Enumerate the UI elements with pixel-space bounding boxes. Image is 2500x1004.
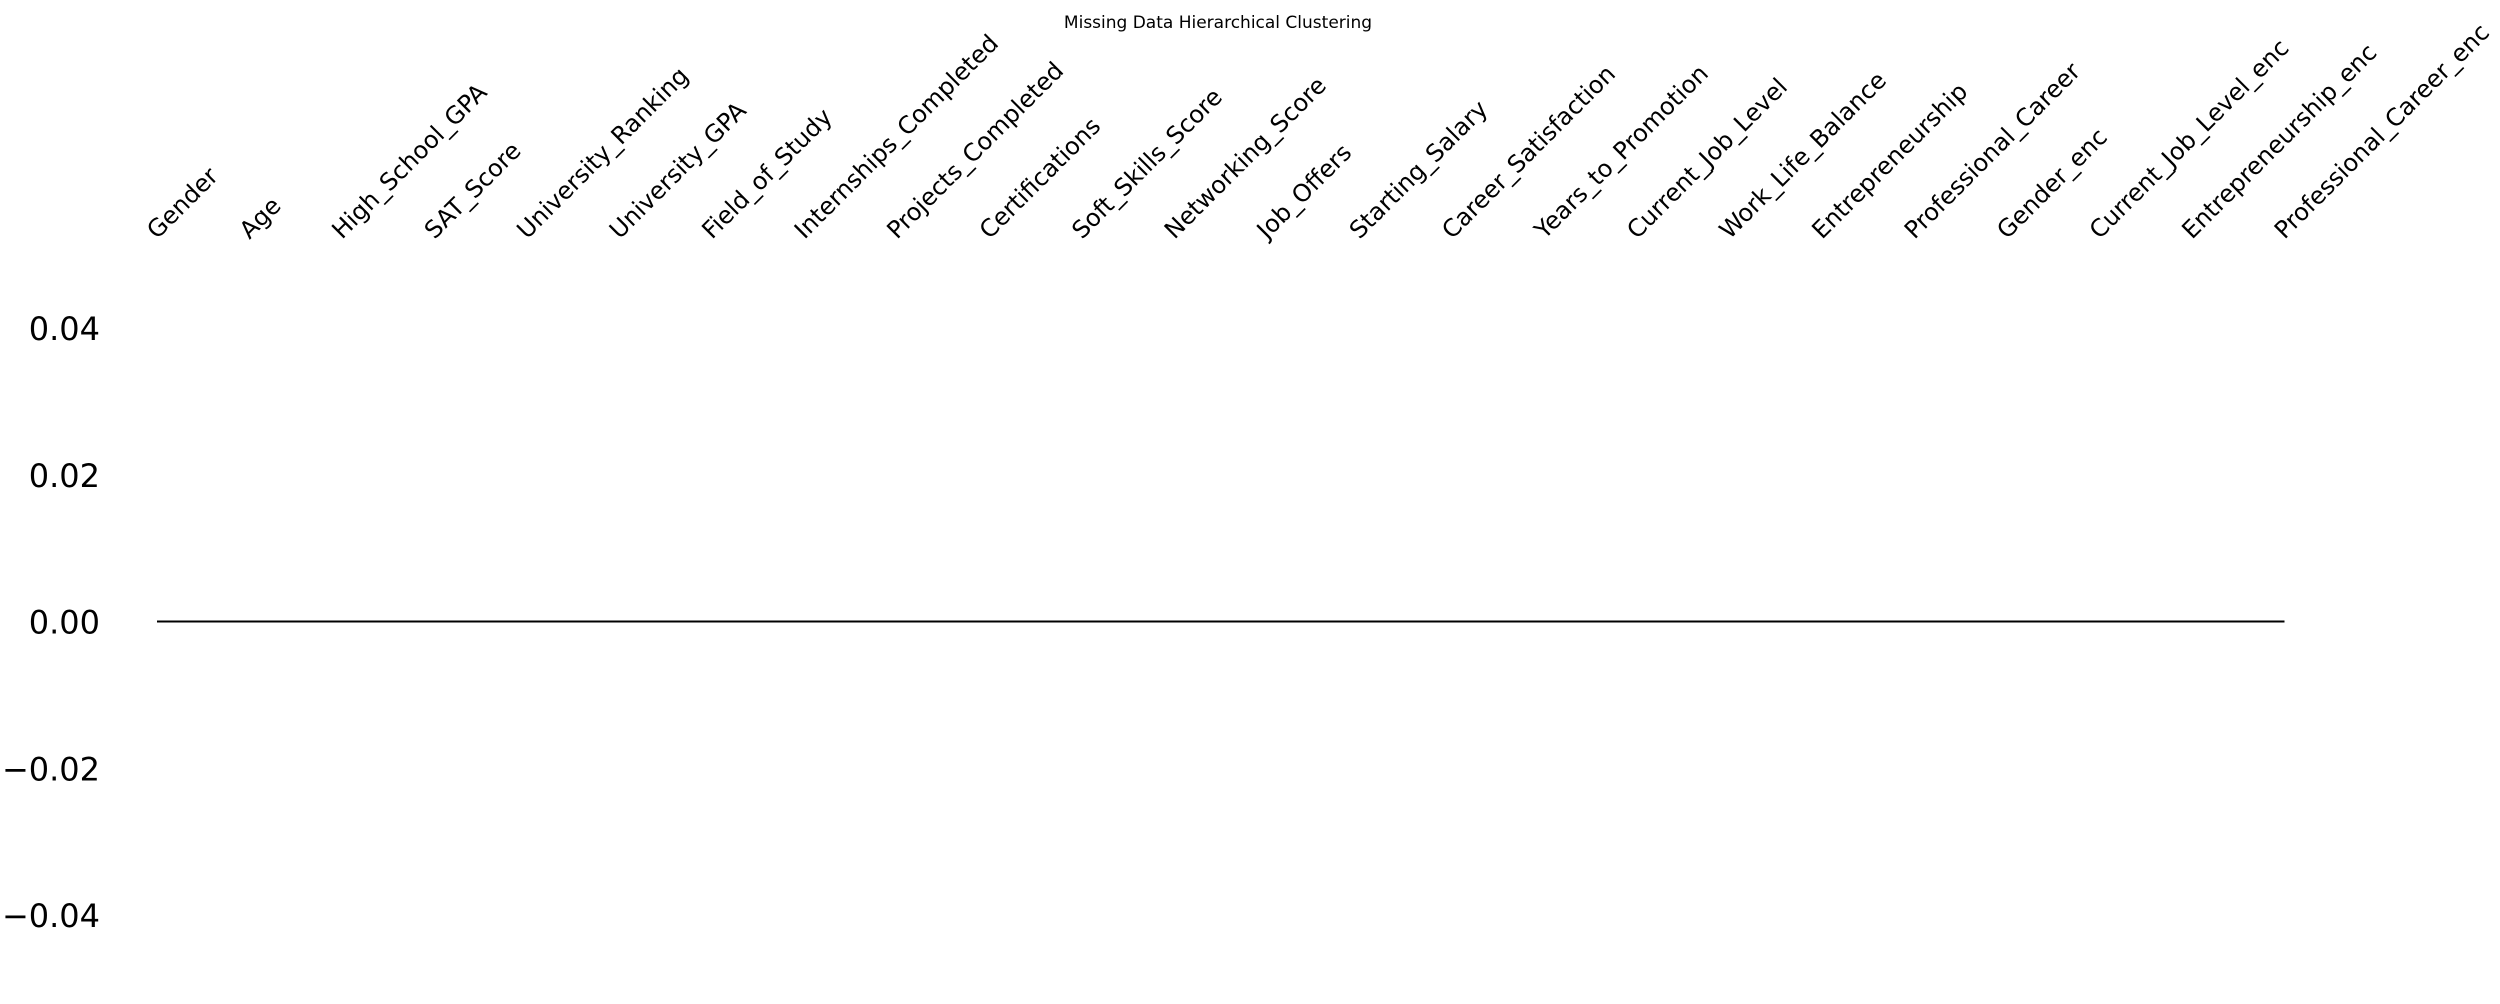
y-tick-label: 0.00 — [29, 604, 100, 642]
variable-label: Career_Satisfaction — [1436, 60, 1621, 245]
y-tick-label: 0.02 — [29, 457, 100, 495]
variable-label: Entrepreneurship — [1806, 77, 1973, 244]
variable-label: High_School_GPA — [326, 78, 492, 244]
variable-label: Soft_Skills_Score — [1066, 83, 1227, 244]
y-tick-label: −0.04 — [2, 897, 100, 935]
y-tick-label: 0.04 — [29, 310, 100, 348]
variable-label: Gender — [141, 162, 223, 244]
variable-labels: Gender Age High_School_GPASAT_ScoreUnivers… — [141, 18, 2494, 245]
variable-label: Networking_Score — [1159, 71, 1332, 244]
variable-label: Professional_Career — [1899, 57, 2086, 244]
y-tick-label: −0.02 — [2, 750, 100, 788]
y-axis: 0.04 0.02 0.00 −0.02 −0.04 — [2, 310, 100, 935]
variable-label: University_Ranking — [511, 62, 694, 245]
variable-label: Years_to_Promotion — [1528, 59, 1714, 245]
variable-label: Work_Life_Balance — [1714, 66, 1892, 244]
variable-label: Projects_Completed — [881, 56, 1069, 244]
variable-label: Age — [234, 192, 287, 245]
variable-label: Current_Job_Level — [1621, 73, 1792, 244]
chart-title: Missing Data Hierarchical Clustering — [1064, 13, 1372, 33]
